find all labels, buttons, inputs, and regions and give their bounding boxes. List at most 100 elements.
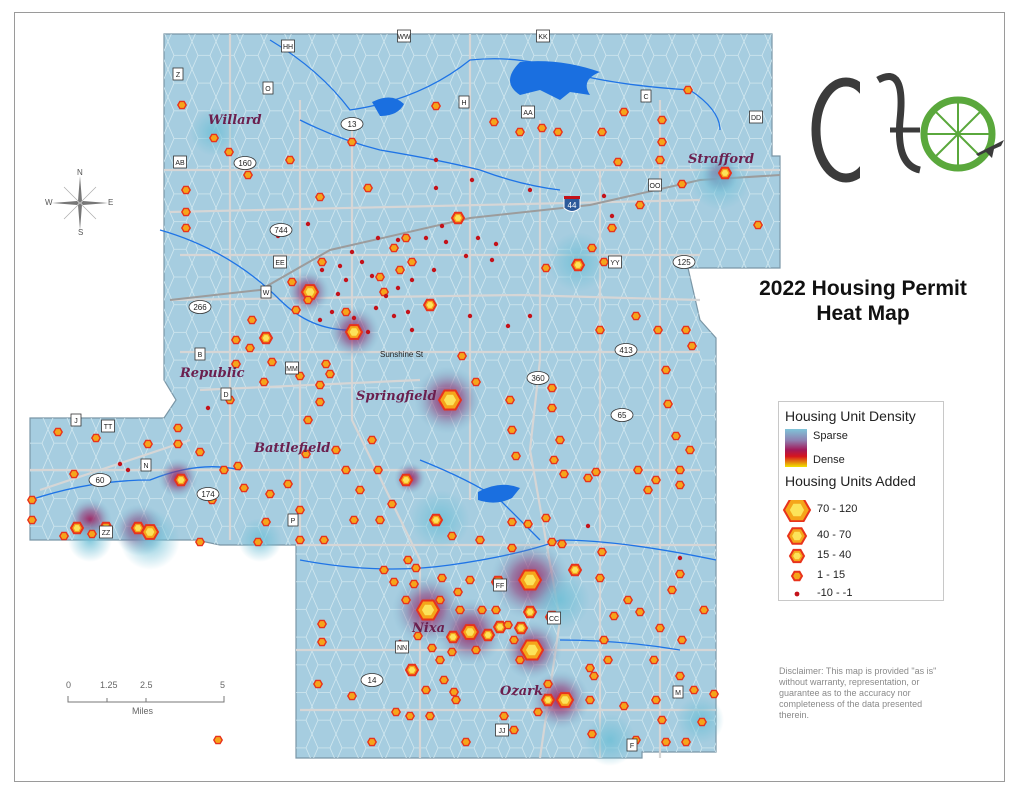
housing-hexagon-sm[interactable] — [654, 623, 666, 633]
housing-hexagon-sm[interactable] — [470, 645, 482, 655]
housing-hexagon-sm[interactable] — [446, 531, 458, 541]
negative-unit-dot[interactable] — [439, 223, 445, 229]
negative-unit-dot[interactable] — [431, 267, 437, 273]
negative-unit-dot[interactable] — [117, 461, 123, 467]
housing-hexagon-sm[interactable] — [312, 679, 324, 689]
negative-unit-dot[interactable] — [433, 185, 439, 191]
housing-hexagon-sm[interactable] — [598, 635, 610, 645]
housing-hexagon-sm[interactable] — [330, 445, 342, 455]
housing-hexagon-sm[interactable] — [244, 343, 256, 353]
negative-unit-dot[interactable] — [505, 323, 511, 329]
negative-unit-dot[interactable] — [409, 277, 415, 283]
housing-hexagon-sm[interactable] — [348, 515, 360, 525]
housing-hexagon-sm[interactable] — [394, 265, 406, 275]
housing-hexagon-sm[interactable] — [540, 513, 552, 523]
housing-hexagon-sm[interactable] — [424, 711, 436, 721]
housing-hexagon-sm[interactable] — [374, 272, 386, 282]
housing-hexagon-sm[interactable] — [630, 311, 642, 321]
housing-hexagon-sm[interactable] — [294, 535, 306, 545]
housing-hexagon-sm[interactable] — [582, 473, 594, 483]
housing-hexagon-sm[interactable] — [448, 687, 460, 697]
housing-hexagon-sm[interactable] — [260, 517, 272, 527]
housing-hexagon-sm[interactable] — [316, 257, 328, 267]
housing-hexagon-sm[interactable] — [142, 439, 154, 449]
housing-hexagon-sm[interactable] — [504, 395, 516, 405]
negative-unit-dot[interactable] — [463, 253, 469, 259]
housing-hexagon-sm[interactable] — [362, 183, 374, 193]
housing-hexagon-sm[interactable] — [650, 475, 662, 485]
housing-hexagon-sm[interactable] — [324, 369, 336, 379]
housing-hexagon-sm[interactable] — [686, 341, 698, 351]
housing-hexagon-sm[interactable] — [452, 587, 464, 597]
housing-hexagon-sm[interactable] — [618, 701, 630, 711]
housing-hexagon-sm[interactable] — [680, 325, 692, 335]
housing-hexagon-sm[interactable] — [346, 137, 358, 147]
housing-hexagon-sm[interactable] — [556, 539, 568, 549]
housing-hexagon-sm[interactable] — [660, 365, 672, 375]
negative-unit-dot[interactable] — [335, 291, 341, 297]
housing-hexagon-sm[interactable] — [26, 515, 38, 525]
housing-hexagon-sm[interactable] — [258, 377, 270, 387]
housing-hexagon-sm[interactable] — [508, 635, 520, 645]
negative-unit-dot[interactable] — [677, 555, 683, 561]
housing-hexagon-sm[interactable] — [318, 535, 330, 545]
negative-unit-dot[interactable] — [125, 467, 131, 473]
housing-hexagon-sm[interactable] — [660, 737, 672, 747]
housing-hexagon-sm[interactable] — [752, 220, 764, 230]
housing-hexagon-sm[interactable] — [586, 729, 598, 739]
housing-hexagon-sm[interactable] — [218, 465, 230, 475]
housing-hexagon-sm[interactable] — [264, 489, 276, 499]
negative-unit-dot[interactable] — [329, 309, 335, 315]
housing-hexagon-sm[interactable] — [172, 439, 184, 449]
housing-hexagon-sm[interactable] — [346, 691, 358, 701]
housing-hexagon-sm[interactable] — [340, 307, 352, 317]
housing-hexagon-sm[interactable] — [654, 155, 666, 165]
housing-hexagon-sm[interactable] — [194, 537, 206, 547]
housing-hexagon-sm[interactable] — [456, 351, 468, 361]
negative-unit-dot[interactable] — [609, 213, 615, 219]
housing-hexagon-sm[interactable] — [246, 315, 258, 325]
housing-hexagon-sm[interactable] — [542, 679, 554, 689]
housing-hexagon-sm[interactable] — [430, 101, 442, 111]
housing-hexagon-sm[interactable] — [688, 685, 700, 695]
housing-hexagon-sm[interactable] — [498, 711, 510, 721]
housing-hexagon-sm[interactable] — [590, 467, 602, 477]
housing-hexagon-sm[interactable] — [464, 575, 476, 585]
housing-hexagon-sm[interactable] — [314, 380, 326, 390]
housing-hexagon-sm[interactable] — [596, 547, 608, 557]
housing-hexagon-sm[interactable] — [300, 449, 312, 459]
housing-hexagon-sm[interactable] — [252, 537, 264, 547]
housing-hexagon-sm[interactable] — [474, 535, 486, 545]
housing-hexagon-sm[interactable] — [242, 170, 254, 180]
housing-hexagon-sm[interactable] — [172, 423, 184, 433]
negative-unit-dot[interactable] — [343, 277, 349, 283]
negative-unit-dot[interactable] — [405, 309, 411, 315]
housing-hexagon-sm[interactable] — [302, 415, 314, 425]
negative-unit-dot[interactable] — [349, 249, 355, 255]
negative-unit-dot[interactable] — [467, 313, 473, 319]
housing-hexagon-sm[interactable] — [670, 431, 682, 441]
housing-hexagon-sm[interactable] — [52, 427, 64, 437]
housing-hexagon-sm[interactable] — [420, 685, 432, 695]
housing-hexagon-sm[interactable] — [302, 295, 314, 305]
housing-hexagon-sm[interactable] — [388, 243, 400, 253]
housing-hexagon-sm[interactable] — [522, 519, 534, 529]
housing-hexagon-sm[interactable] — [460, 737, 472, 747]
housing-hexagon-sm[interactable] — [314, 192, 326, 202]
negative-unit-dot[interactable] — [493, 241, 499, 247]
housing-hexagon-sm[interactable] — [290, 305, 302, 315]
housing-hexagon-sm[interactable] — [286, 277, 298, 287]
housing-hexagon-sm[interactable] — [650, 695, 662, 705]
housing-hexagon-sm[interactable] — [194, 447, 206, 457]
housing-hexagon-sm[interactable] — [223, 147, 235, 157]
housing-hexagon-sm[interactable] — [662, 399, 674, 409]
housing-hexagon-sm[interactable] — [434, 655, 446, 665]
housing-hexagon-sm[interactable] — [316, 637, 328, 647]
housing-hexagon-sm[interactable] — [554, 435, 566, 445]
negative-unit-dot[interactable] — [433, 157, 439, 163]
housing-hexagon-sm[interactable] — [666, 585, 678, 595]
housing-hexagon-sm[interactable] — [490, 605, 502, 615]
housing-hexagon-sm[interactable] — [354, 485, 366, 495]
housing-hexagon-sm[interactable] — [540, 263, 552, 273]
